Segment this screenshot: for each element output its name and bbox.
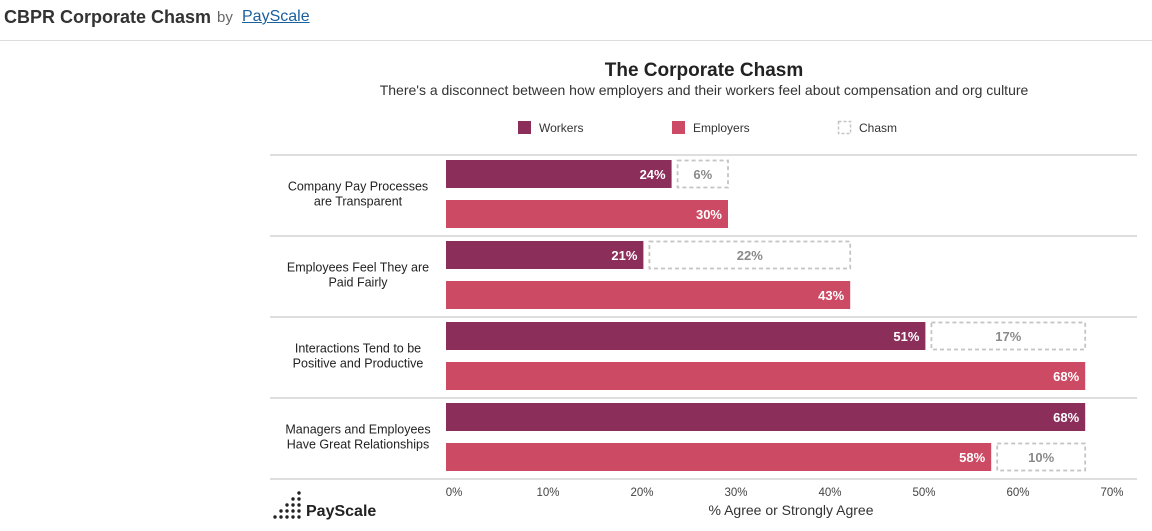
x-tick-label: 60%: [1006, 487, 1029, 499]
workers-bar-label: 51%: [893, 329, 919, 344]
payscale-logo-dot: [279, 515, 283, 519]
payscale-logo-dot: [291, 509, 295, 513]
workers-bar-label: 68%: [1053, 410, 1079, 425]
legend-workers-label: Workers: [539, 121, 583, 135]
payscale-logo-dot: [291, 515, 295, 519]
legend-employers-label: Employers: [693, 121, 750, 135]
category-label: are Transparent: [314, 195, 403, 209]
payscale-logo-dot: [285, 515, 289, 519]
category-label: Positive and Productive: [293, 357, 424, 371]
page-header: CBPR Corporate Chasm by PayScale: [0, 0, 1152, 41]
payscale-logo-dot: [297, 491, 301, 495]
payscale-logo-dot: [285, 503, 289, 507]
payscale-logo-dot: [285, 509, 289, 513]
chasm-box: [676, 159, 729, 189]
x-tick-label: 20%: [630, 487, 653, 499]
payscale-logo-dot: [297, 509, 301, 513]
chasm-label: 6%: [693, 167, 712, 182]
payscale-logo-text: PayScale: [306, 503, 376, 520]
category-label: Have Great Relationships: [287, 438, 429, 452]
employers-bar: [446, 362, 1086, 390]
category-label: Paid Fairly: [328, 276, 388, 290]
payscale-link[interactable]: PayScale: [242, 8, 310, 25]
chart-title: The Corporate Chasm: [605, 60, 803, 81]
x-tick-label: 10%: [536, 487, 559, 499]
category-label: Company Pay Processes: [288, 180, 428, 194]
chasm-box: [996, 442, 1087, 472]
payscale-logo-dot: [297, 503, 301, 507]
employers-bar-label: 58%: [959, 450, 985, 465]
page-title: CBPR Corporate Chasm: [4, 7, 212, 27]
workers-bar: [446, 160, 672, 188]
x-tick-label: 30%: [724, 487, 747, 499]
chasm-label: 10%: [1028, 450, 1054, 465]
x-tick-label: 0%: [446, 487, 463, 499]
workers-bar-label: 21%: [611, 248, 637, 263]
workers-bar: [446, 403, 1086, 431]
employers-bar-label: 30%: [696, 207, 722, 222]
x-tick-label: 70%: [1100, 487, 1123, 499]
workers-bar-label: 24%: [640, 167, 666, 182]
legend-employers-swatch: [672, 121, 685, 134]
x-axis-title: % Agree or Strongly Agree: [709, 502, 874, 518]
byline-prefix: by: [217, 9, 233, 26]
employers-bar-label: 68%: [1053, 369, 1079, 384]
legend-chasm-swatch: [837, 120, 852, 135]
chasm-label: 22%: [737, 248, 763, 263]
employers-bar: [446, 443, 992, 471]
employers-bar: [446, 281, 851, 309]
chasm-label: 17%: [995, 329, 1021, 344]
payscale-logo-dot: [279, 509, 283, 513]
legend-workers-swatch: [518, 121, 531, 134]
payscale-logo-dot: [291, 503, 295, 507]
employers-bar: [446, 200, 728, 228]
category-label: Employees Feel They are: [287, 261, 429, 275]
chasm-box: [648, 240, 852, 270]
category-label: Managers and Employees: [285, 423, 430, 437]
payscale-logo-dot: [273, 515, 277, 519]
x-tick-label: 50%: [912, 487, 935, 499]
legend-chasm-label: Chasm: [859, 121, 897, 135]
chart-subtitle: There's a disconnect between how employe…: [380, 82, 1029, 98]
payscale-logo-dot: [297, 515, 301, 519]
workers-bar: [446, 322, 926, 350]
payscale-logo-dot: [297, 497, 301, 501]
x-tick-label: 40%: [818, 487, 841, 499]
category-label: Interactions Tend to be: [295, 342, 421, 356]
payscale-logo-dot: [291, 497, 295, 501]
workers-bar: [446, 241, 644, 269]
employers-bar-label: 43%: [818, 288, 844, 303]
